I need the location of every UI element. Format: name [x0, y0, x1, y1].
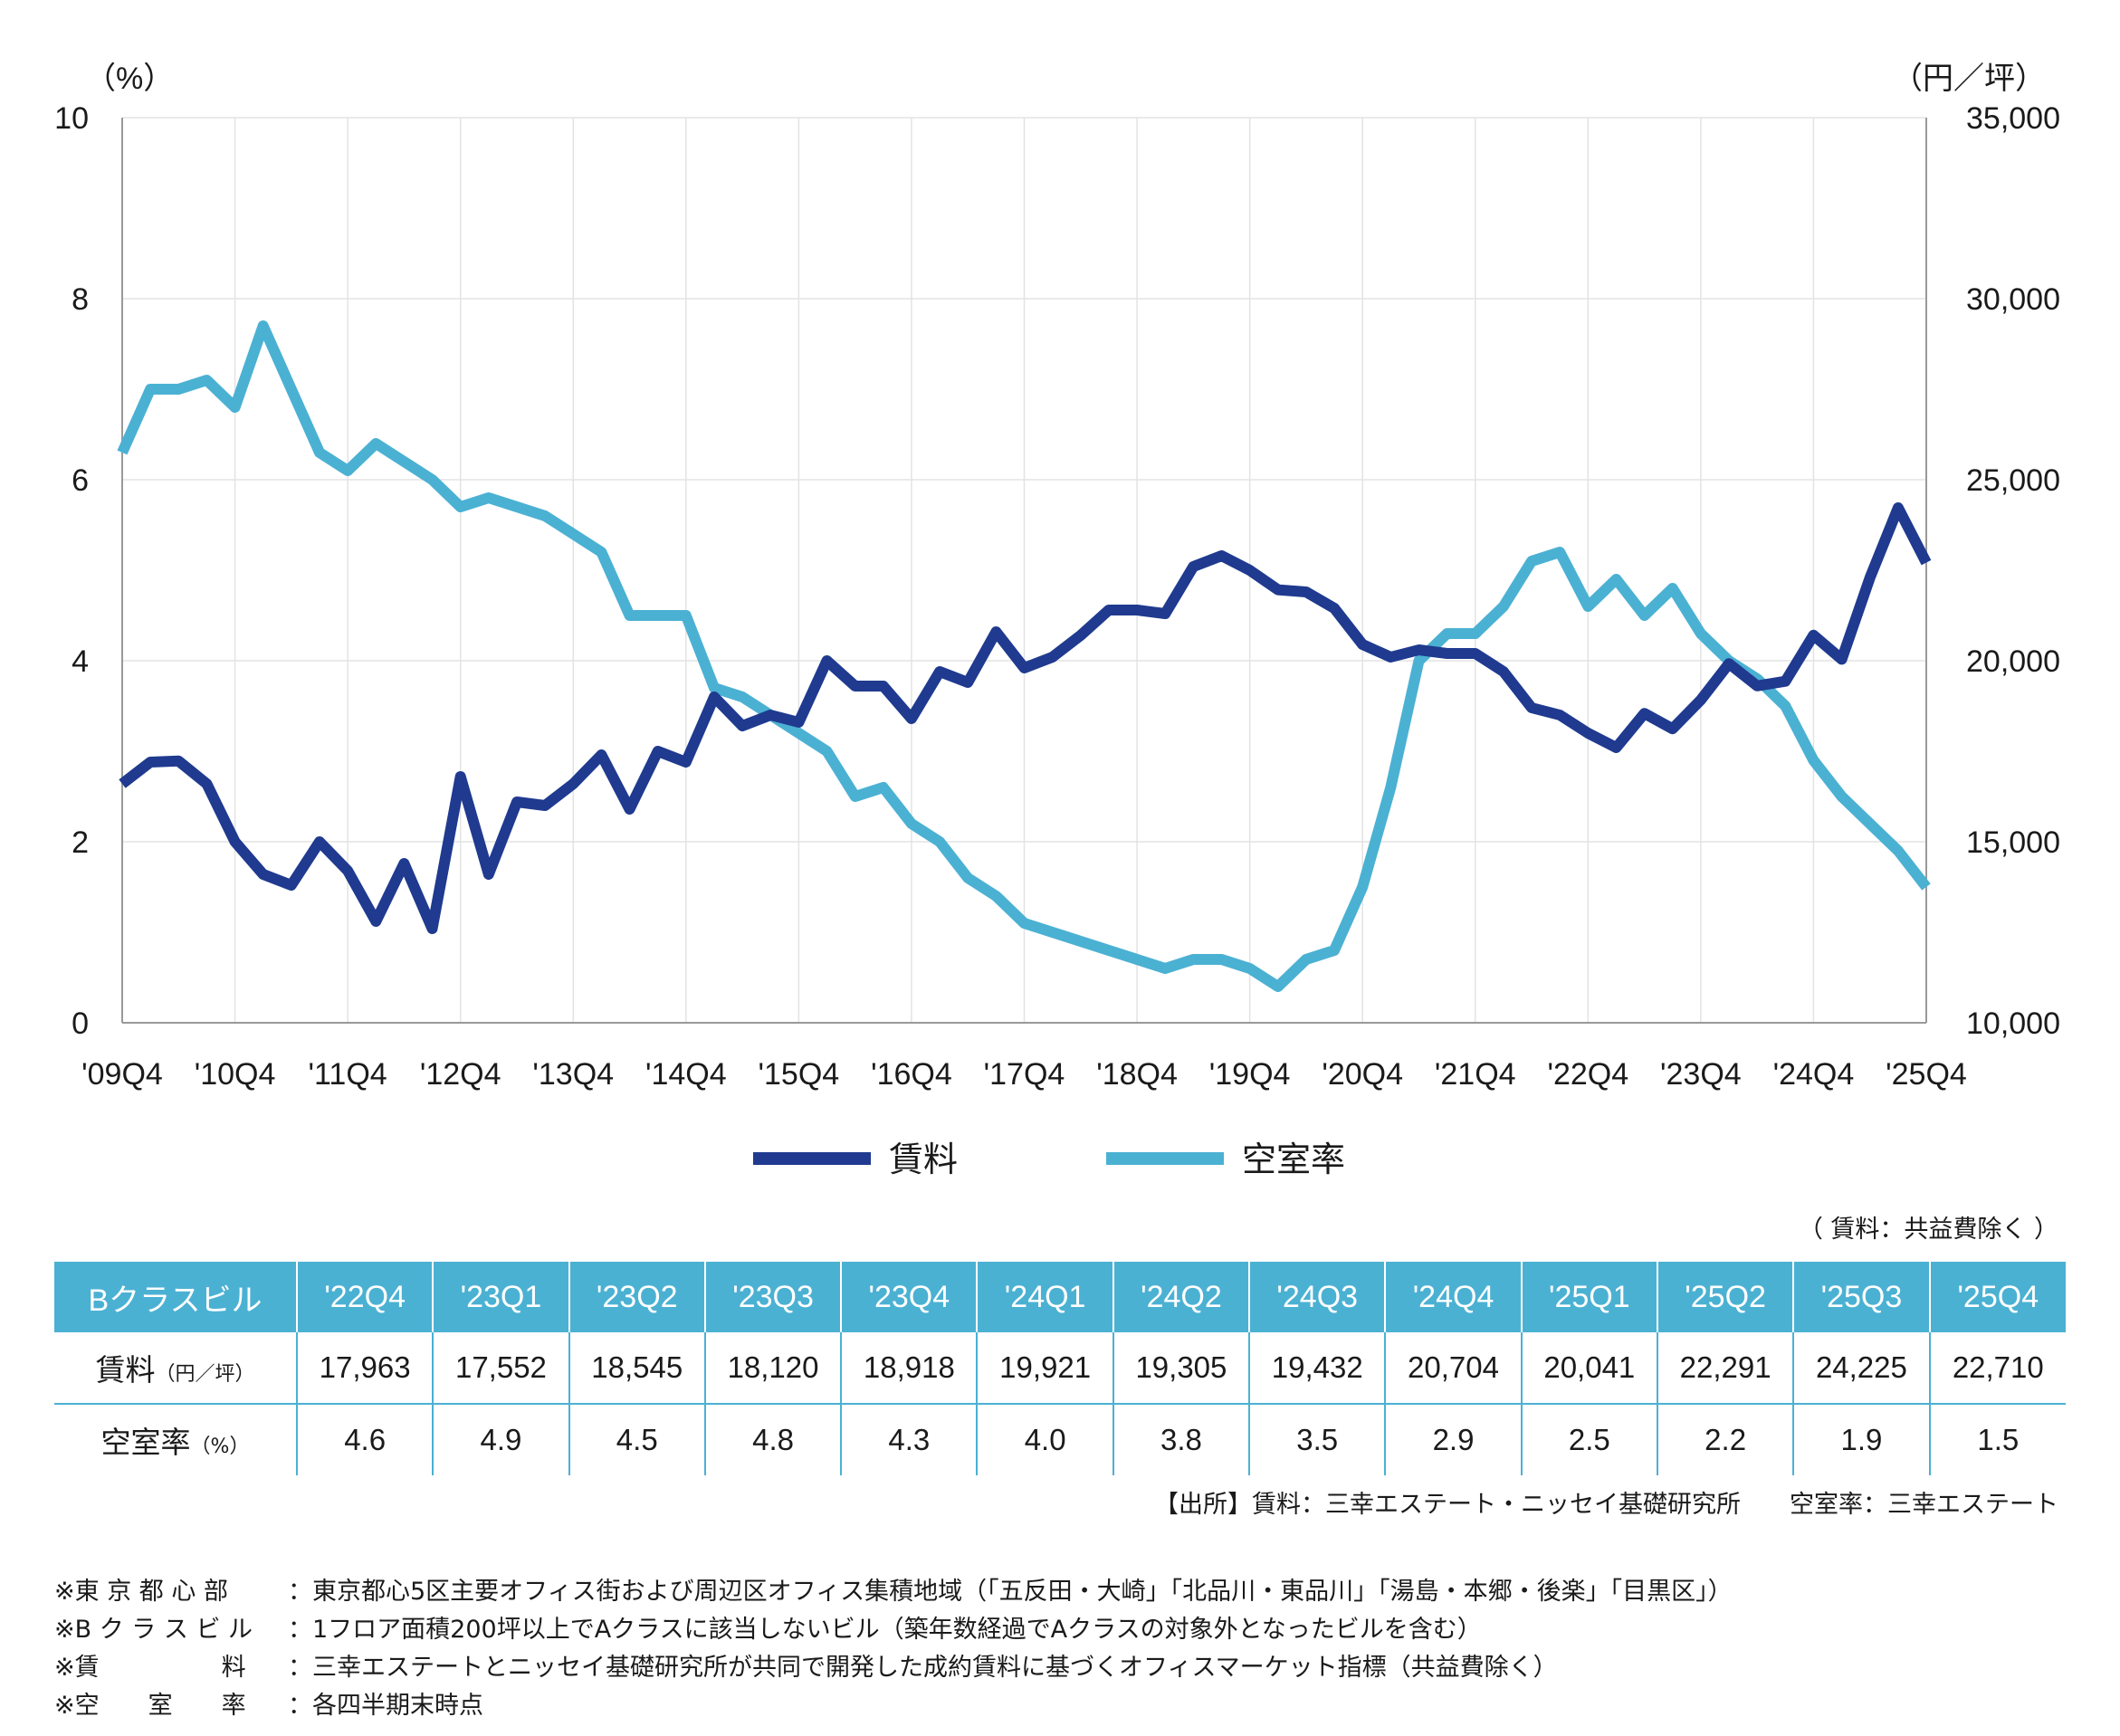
table-row: 空室率（%） 4.6 4.9 4.5 4.8 4.3 4.0 3.8 3.5 2.9 2.5 2.2 1…	[54, 1404, 2066, 1475]
x-tick-label: '09Q4	[81, 1057, 163, 1092]
footnote: ※空 室 率：各四半期末時点	[54, 1692, 483, 1720]
table-cell: 4.3	[840, 1404, 978, 1475]
x-tick-label: '24Q4	[1773, 1057, 1855, 1092]
table-row: 賃料（円／坪） 17,963 17,552 18,545 18,120 18,918 19,…	[54, 1332, 2066, 1405]
series-line-vacancy	[117, 320, 1931, 992]
x-tick-label: '21Q4	[1435, 1057, 1516, 1092]
chart-axes	[121, 118, 1927, 1024]
left-tick-label: 4	[72, 644, 89, 679]
right-tick-label: 20,000	[1966, 644, 2060, 679]
right-tick-label: 15,000	[1966, 825, 2060, 860]
right-axis-ticks: 10,000 15,000 20,000 25,000 30,000 35,000	[1966, 101, 2060, 1041]
table-column-header: '24Q2	[1112, 1262, 1250, 1332]
source-line: 【出所】賃料：三幸エステート・ニッセイ基礎研究所 空室率：三幸エステート	[1154, 1491, 2058, 1519]
table-column-header: '24Q4	[1384, 1262, 1522, 1332]
table-column-header: '25Q1	[1520, 1262, 1657, 1332]
chart-series	[117, 320, 1932, 992]
table-cell: 4.9	[432, 1404, 569, 1475]
left-axis-ticks: 0 2 4 6 8 10	[54, 101, 89, 1041]
table-column-header: '25Q2	[1656, 1262, 1794, 1332]
table-cell: 19,305	[1112, 1332, 1250, 1405]
chart-legend: 賃料 空室率	[753, 1140, 1345, 1179]
table-cell: 18,545	[568, 1332, 705, 1405]
x-axis-ticks: '09Q4 '10Q4 '11Q4 '12Q4 '13Q4 '14Q4 '15Q4 '16Q4…	[81, 1057, 1967, 1092]
left-tick-label: 6	[72, 463, 89, 498]
x-tick-label: '13Q4	[532, 1057, 614, 1092]
x-tick-label: '14Q4	[645, 1057, 727, 1092]
x-tick-label: '10Q4	[195, 1057, 276, 1092]
table-column-header: '23Q4	[840, 1262, 978, 1332]
series-line-rent	[119, 502, 1932, 934]
table-column-header: '25Q3	[1792, 1262, 1930, 1332]
x-tick-label: '25Q4	[1886, 1057, 1967, 1092]
data-table: Bクラスビル '22Q4'23Q1'23Q2'23Q3'23Q4'24Q1'24…	[54, 1262, 2066, 1475]
table-column-header: '24Q1	[976, 1262, 1113, 1332]
table-cell: 2.5	[1520, 1404, 1657, 1475]
table-cell: 3.5	[1248, 1404, 1386, 1475]
table-cell: 19,921	[976, 1332, 1113, 1405]
table-column-header: '24Q3	[1248, 1262, 1386, 1332]
x-tick-label: '22Q4	[1547, 1057, 1628, 1092]
table-header-label: Bクラスビル	[54, 1262, 297, 1332]
footnote: ※東 京 都 心 部：東京都心5区主要オフィス街および周辺区オフィス集積地域（「…	[54, 1578, 1733, 1606]
table-cell: 2.9	[1384, 1404, 1522, 1475]
table-cell: 2.2	[1656, 1404, 1794, 1475]
table-cell: 20,041	[1520, 1332, 1657, 1405]
table-cell: 17,963	[295, 1332, 434, 1405]
footnotes: ※東 京 都 心 部：東京都心5区主要オフィス街および周辺区オフィス集積地域（「…	[54, 1573, 1733, 1725]
table-cell: 1.9	[1792, 1404, 1930, 1475]
table-column-header: '23Q1	[432, 1262, 569, 1332]
right-tick-label: 10,000	[1966, 1006, 2060, 1041]
footnote: ※賃 料：三幸エステートとニッセイ基礎研究所が共同で開発した成約賃料に基づくオフ…	[54, 1654, 1558, 1682]
table-cell: 4.5	[568, 1404, 705, 1475]
table-cell: 1.5	[1928, 1404, 2066, 1475]
right-tick-label: 25,000	[1966, 463, 2060, 498]
line-chart: （%） （円／坪） 0 2 4 6 8 10 10,000 15,000 20,000 25,0…	[54, 62, 2060, 1179]
right-tick-label: 30,000	[1966, 282, 2060, 317]
table-cell: 24,225	[1792, 1332, 1930, 1405]
table-column-header: '23Q3	[703, 1262, 842, 1332]
table-cell: 18,918	[840, 1332, 978, 1405]
table-row-label: 空室率（%）	[100, 1425, 250, 1460]
table-cell: 18,120	[703, 1332, 842, 1405]
legend-label-vacancy: 空室率	[1242, 1140, 1345, 1179]
table-header-row: Bクラスビル '22Q4'23Q1'23Q2'23Q3'23Q4'24Q1'24…	[54, 1262, 2066, 1332]
x-tick-label: '16Q4	[871, 1057, 952, 1092]
table-cell: 20,704	[1384, 1332, 1522, 1405]
table-cell: 4.8	[703, 1404, 842, 1475]
x-tick-label: '19Q4	[1209, 1057, 1291, 1092]
right-axis-unit: （円／坪）	[1892, 62, 2046, 96]
rent-unit-note: （ 賃料：共益費除く ）	[1798, 1216, 2058, 1244]
table-cell: 22,291	[1656, 1332, 1794, 1405]
table-cell: 19,432	[1248, 1332, 1386, 1405]
table-cell: 22,710	[1928, 1332, 2066, 1405]
left-tick-label: 2	[72, 825, 89, 860]
x-tick-label: '11Q4	[309, 1057, 387, 1092]
table-column-header: '25Q4	[1928, 1262, 2066, 1332]
x-tick-label: '15Q4	[759, 1057, 840, 1092]
table-cell: 3.8	[1112, 1404, 1250, 1475]
x-tick-label: '12Q4	[420, 1057, 501, 1092]
x-tick-label: '20Q4	[1322, 1057, 1403, 1092]
left-tick-label: 8	[72, 282, 89, 317]
x-tick-label: '18Q4	[1096, 1057, 1178, 1092]
table-cell: 17,552	[432, 1332, 569, 1405]
x-tick-label: '17Q4	[984, 1057, 1065, 1092]
table-cell: 4.0	[976, 1404, 1113, 1475]
left-tick-label: 0	[72, 1006, 89, 1041]
table-column-header: '22Q4	[295, 1262, 434, 1332]
footnote: ※B ク ラ ス ビ ル：1フロア面積200坪以上でAクラスに該当しないビル（築…	[54, 1616, 1482, 1644]
x-tick-label: '23Q4	[1660, 1057, 1742, 1092]
table-body: 賃料（円／坪） 17,963 17,552 18,545 18,120 18,918 19,…	[54, 1332, 2066, 1475]
left-axis-unit: （%）	[85, 62, 174, 96]
right-tick-label: 35,000	[1966, 101, 2060, 136]
table-column-header: '23Q2	[568, 1262, 705, 1332]
left-tick-label: 10	[54, 101, 89, 136]
table-cell: 4.6	[295, 1404, 434, 1475]
legend-label-rent: 賃料	[889, 1140, 958, 1179]
table-row-label: 賃料（円／坪）	[54, 1332, 297, 1405]
